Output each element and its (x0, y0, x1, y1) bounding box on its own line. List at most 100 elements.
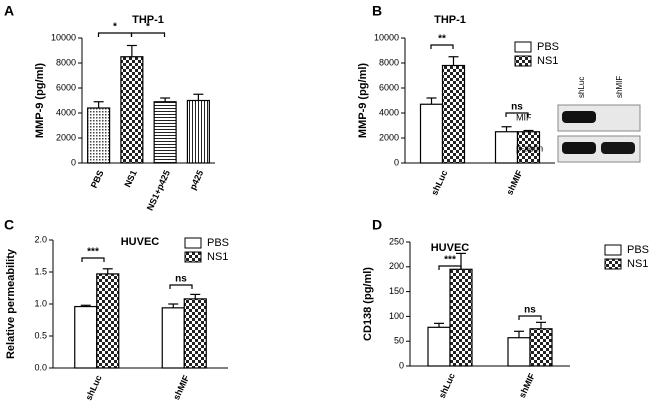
chart-title: HUVEC (431, 242, 470, 254)
bar (529, 328, 553, 367)
legend-swatch (514, 41, 532, 53)
y-axis-label: CD138 (pg/ml) (362, 267, 374, 341)
y-tick-label: 8000 (56, 57, 76, 67)
error-bar (514, 330, 524, 338)
error-bar (160, 97, 171, 102)
legend-label: NS1 (537, 55, 558, 67)
x-tick-label: shMIF (504, 168, 524, 196)
bar (120, 56, 144, 164)
bar (427, 326, 451, 367)
x-tick-label: NS1+p425 (145, 169, 172, 212)
y-tick-label: 8000 (379, 57, 399, 67)
legend-swatch (604, 244, 622, 256)
bar (441, 64, 466, 164)
blot-image (557, 104, 641, 163)
y-axis-label: Relative permeability (5, 248, 17, 359)
y-tick-label: 10000 (51, 32, 76, 42)
significance-bracket (81, 257, 105, 262)
y-tick-label: 100 (389, 311, 404, 321)
legend-label: NS1 (627, 258, 648, 270)
legend-swatch (184, 237, 202, 249)
bar (186, 99, 210, 164)
y-tick-label: 4000 (379, 107, 399, 117)
bar (449, 268, 473, 367)
y-tick-label: 50 (394, 336, 404, 346)
chart-title: THP-1 (434, 14, 466, 26)
error-bar (434, 322, 444, 328)
x-tick-label: shLuc (437, 372, 457, 400)
bar (494, 131, 519, 164)
bar (161, 307, 185, 369)
bar (87, 107, 111, 164)
significance-bracket (97, 32, 133, 37)
significance-label: ns (524, 305, 536, 316)
significance-bracket (518, 315, 542, 320)
error-bar (102, 268, 113, 274)
y-tick-label: 10000 (374, 32, 399, 42)
panel-letter: B (372, 3, 382, 19)
error-bar (448, 56, 459, 66)
x-tick-label: PBS (89, 169, 106, 190)
significance-bracket (169, 284, 193, 289)
x-tick-label: shLuc (83, 374, 103, 402)
chart-title: THP-1 (132, 14, 164, 26)
error-bar (190, 293, 201, 299)
panel-letter: D (372, 217, 382, 233)
y-tick-label: 4000 (56, 107, 76, 117)
y-tick-label: 0.5 (34, 330, 47, 340)
panel-letter: C (4, 217, 14, 233)
y-tick-label: 1.0 (34, 298, 47, 308)
legend-swatch (184, 251, 202, 263)
bar (507, 337, 531, 367)
legend-label: NS1 (207, 251, 228, 263)
error-bar (168, 303, 179, 308)
legend-label: PBS (627, 244, 649, 256)
bar (419, 103, 444, 164)
bar (183, 298, 207, 369)
y-tick-label: 0 (399, 360, 404, 370)
x-tick-label: shLuc (429, 169, 449, 197)
blot-lane-label: shMIF (615, 76, 624, 98)
significance-label: *** (444, 255, 456, 266)
error-bar (501, 126, 512, 132)
x-tick-label: shMIF (171, 373, 191, 401)
blot-row-label: MIF (516, 112, 532, 122)
legend-label: PBS (207, 237, 229, 249)
y-tick-label: 6000 (379, 82, 399, 92)
x-tick-label: p425 (188, 169, 206, 192)
y-tick-label: 2.0 (34, 234, 47, 244)
error-bar (193, 93, 204, 101)
error-bar (93, 101, 104, 108)
bar (153, 101, 177, 164)
error-bar (523, 129, 534, 132)
significance-label: * (113, 22, 117, 33)
blot-row-label: β-actin (516, 143, 543, 153)
significance-label: * (146, 22, 150, 33)
x-tick-label: NS1 (122, 169, 138, 189)
significance-label: ns (511, 102, 523, 113)
y-tick-label: 2000 (56, 132, 76, 142)
y-tick-label: 2000 (379, 132, 399, 142)
y-tick-label: 0 (394, 157, 399, 167)
legend-label: PBS (537, 41, 559, 53)
y-axis-label: MMP-9 (pg/ml) (34, 63, 46, 138)
significance-bracket (430, 44, 454, 49)
y-tick-label: 250 (389, 236, 404, 246)
y-tick-label: 6000 (56, 82, 76, 92)
error-bar (536, 321, 546, 329)
legend-swatch (514, 55, 532, 67)
bar (74, 305, 98, 369)
significance-bracket (130, 32, 166, 37)
y-tick-label: 0 (71, 157, 76, 167)
significance-label: ns (175, 274, 187, 285)
y-tick-label: 200 (389, 261, 404, 271)
legend-swatch (604, 258, 622, 270)
x-tick-label: shMIF (517, 371, 537, 399)
error-bar (126, 44, 137, 57)
y-tick-label: 150 (389, 286, 404, 296)
bar (96, 273, 120, 369)
significance-bracket (505, 112, 529, 117)
significance-bracket (438, 265, 462, 270)
significance-label: ** (438, 34, 446, 45)
